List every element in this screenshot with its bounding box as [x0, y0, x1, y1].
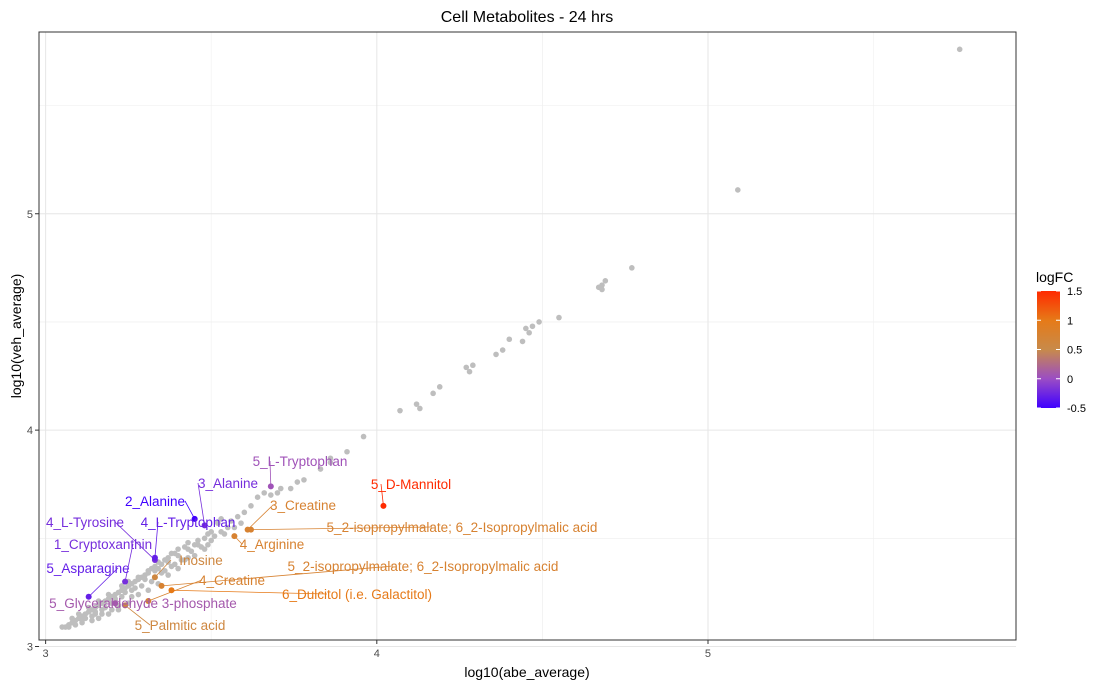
x-tick-label: 4	[374, 648, 380, 660]
y-axis-title: log10(veh_average)	[8, 274, 24, 399]
data-point	[165, 559, 171, 565]
data-point	[536, 319, 542, 325]
data-point	[599, 287, 605, 293]
data-point	[195, 542, 201, 548]
y-tick-label: 5	[27, 209, 33, 221]
data-point	[145, 587, 151, 593]
data-point	[556, 315, 562, 321]
data-point	[222, 531, 228, 537]
data-point	[106, 611, 112, 617]
point-label: 5_2-isopropylmalate; 6_2-Isopropylmalic …	[327, 520, 598, 535]
point-label: Inosine	[179, 553, 223, 568]
data-point	[238, 520, 244, 526]
highlighted-point	[122, 579, 128, 585]
data-point	[629, 265, 635, 271]
data-point	[295, 479, 301, 485]
highlighted-point	[159, 583, 165, 589]
data-point	[255, 494, 261, 500]
data-point	[275, 490, 281, 496]
point-label: 5_L-Tryptophan	[253, 454, 348, 469]
data-point	[136, 574, 142, 580]
data-point	[145, 570, 151, 576]
point-label: 5_Glyceraldehyde 3-phosphate	[49, 596, 237, 611]
point-label: 5_2-isopropylmalate; 6_2-Isopropylmalic …	[288, 559, 559, 574]
data-point	[202, 546, 208, 552]
point-label: 3_Alanine	[198, 476, 258, 491]
y-tick-label: 4	[27, 425, 33, 437]
data-point	[89, 618, 95, 624]
data-point	[437, 384, 443, 390]
legend-tick-label: 1.5	[1067, 286, 1082, 298]
x-axis-title: log10(abe_average)	[464, 664, 589, 680]
data-point	[73, 622, 79, 628]
data-point	[520, 339, 526, 345]
highlighted-point	[168, 587, 174, 593]
data-point	[139, 583, 145, 589]
legend-tick-label: 0.5	[1067, 345, 1082, 357]
data-point	[301, 477, 307, 483]
data-point	[202, 536, 208, 542]
point-label: 5_Palmitic acid	[135, 618, 226, 633]
legend-tick-label: 1	[1067, 315, 1073, 327]
data-point	[957, 47, 963, 53]
data-point	[248, 503, 254, 509]
data-point	[185, 546, 191, 552]
point-label: 3_Creatine	[270, 498, 336, 513]
data-point	[79, 620, 85, 626]
point-label: 2_Alanine	[125, 494, 185, 509]
data-point	[500, 347, 506, 353]
highlighted-point	[152, 555, 158, 561]
data-point	[397, 408, 403, 414]
data-point	[76, 611, 82, 617]
data-point	[93, 611, 99, 617]
point-label: 5_D-Mannitol	[371, 477, 451, 492]
highlighted-point	[231, 533, 237, 539]
data-point	[172, 561, 178, 567]
data-point	[212, 533, 218, 539]
point-label: 1_Cryptoxanthin	[54, 537, 152, 552]
data-point	[129, 587, 135, 593]
point-label: 4_Creatine	[199, 573, 265, 588]
data-point	[493, 352, 499, 358]
legend-title: logFC	[1036, 269, 1073, 285]
data-point	[261, 490, 267, 496]
data-point	[155, 566, 161, 572]
data-point	[69, 616, 75, 622]
data-point	[361, 434, 367, 440]
data-point	[235, 514, 241, 520]
y-tick-label: 3	[27, 641, 33, 653]
data-point	[288, 486, 294, 492]
x-tick-label: 3	[43, 648, 49, 660]
data-point	[506, 336, 512, 342]
highlighted-point	[152, 574, 158, 580]
data-point	[467, 369, 473, 375]
point-label: 4_Arginine	[240, 537, 305, 552]
data-point	[242, 510, 248, 516]
data-point	[66, 624, 72, 630]
legend-tick-label: 0	[1067, 374, 1073, 386]
point-label: 6_Dulcitol (i.e. Galactitol)	[282, 587, 432, 602]
point-label: 4_L-Tryptophan	[141, 515, 236, 530]
point-label: 4_L-Tyrosine	[46, 515, 124, 530]
data-point	[417, 406, 423, 412]
data-point	[142, 577, 148, 583]
data-point	[526, 330, 532, 336]
highlighted-point	[380, 503, 386, 509]
data-point	[735, 187, 741, 193]
data-point	[430, 391, 436, 397]
chart-title: Cell Metabolites - 24 hrs	[441, 9, 614, 26]
data-point	[59, 624, 65, 630]
data-point	[268, 492, 274, 498]
x-tick-label: 5	[705, 648, 711, 660]
data-point	[470, 362, 476, 368]
point-label: 5_Asparagine	[46, 561, 129, 576]
legend-tick-label: -0.5	[1067, 403, 1086, 415]
highlighted-point	[248, 527, 254, 533]
highlighted-point	[268, 483, 274, 489]
data-point	[530, 323, 536, 329]
